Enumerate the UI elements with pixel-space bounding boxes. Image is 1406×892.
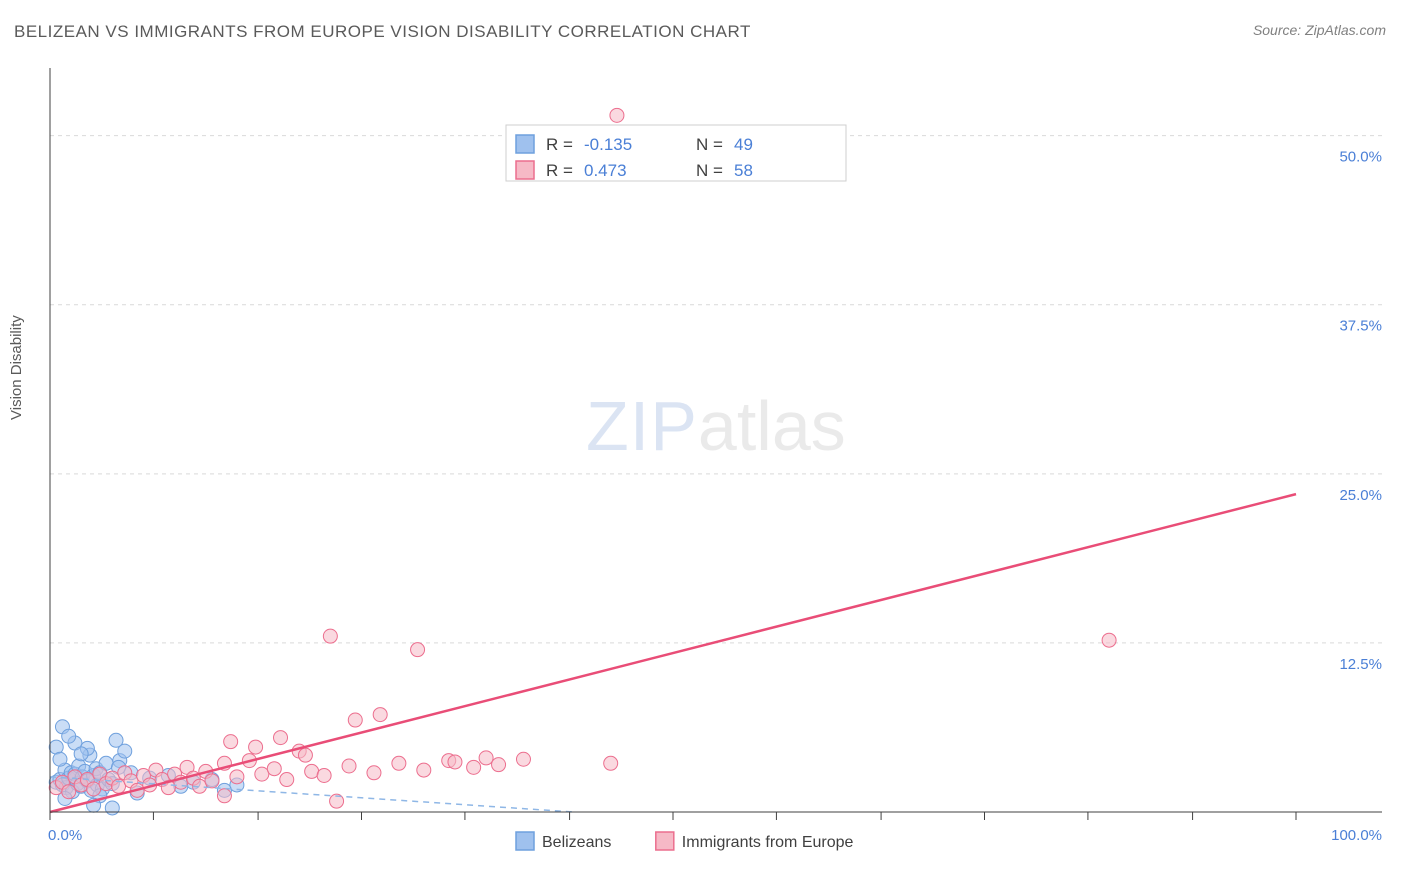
data-point <box>342 759 356 773</box>
legend-r-label: R = <box>546 161 573 180</box>
data-point <box>373 708 387 722</box>
data-point <box>323 629 337 643</box>
data-point <box>1102 633 1116 647</box>
y-tick-label: 37.5% <box>1339 318 1382 335</box>
data-point <box>230 770 244 784</box>
data-point <box>74 747 88 761</box>
data-point <box>87 782 101 796</box>
chart-title: BELIZEAN VS IMMIGRANTS FROM EUROPE VISIO… <box>14 22 751 42</box>
y-tick-label: 50.0% <box>1339 149 1382 166</box>
legend-r-label: R = <box>546 135 573 154</box>
y-tick-label: 12.5% <box>1339 656 1382 673</box>
data-point <box>305 764 319 778</box>
data-point <box>516 752 530 766</box>
data-point <box>367 766 381 780</box>
watermark: ZIPatlas <box>586 387 846 465</box>
trend-line <box>50 494 1296 812</box>
legend-swatch <box>516 832 534 850</box>
data-point <box>249 740 263 754</box>
data-point <box>224 735 238 749</box>
trend-line <box>50 777 573 812</box>
data-point <box>411 643 425 657</box>
x-end-label: 100.0% <box>1331 827 1382 844</box>
legend-swatch <box>516 135 534 153</box>
y-axis-label: Vision Disability <box>8 315 25 420</box>
source-value: ZipAtlas.com <box>1305 22 1386 38</box>
data-point <box>217 789 231 803</box>
legend-n-value: 49 <box>734 135 753 154</box>
data-point <box>604 756 618 770</box>
data-point <box>62 785 76 799</box>
series-name: Immigrants from Europe <box>682 834 854 851</box>
y-tick-label: 25.0% <box>1339 487 1382 504</box>
series-name: Belizeans <box>542 834 611 851</box>
data-point <box>348 713 362 727</box>
data-point <box>274 731 288 745</box>
legend-swatch <box>656 832 674 850</box>
data-point <box>492 758 506 772</box>
data-point <box>105 801 119 815</box>
data-point <box>255 767 269 781</box>
legend-r-value: -0.135 <box>584 135 632 154</box>
data-point <box>417 763 431 777</box>
data-point <box>392 756 406 770</box>
data-point <box>62 729 76 743</box>
data-point <box>448 755 462 769</box>
data-point <box>479 751 493 765</box>
legend-n-label: N = <box>696 161 723 180</box>
data-point <box>205 774 219 788</box>
data-point <box>53 752 67 766</box>
data-point <box>118 744 132 758</box>
source-attribution: Source: ZipAtlas.com <box>1253 22 1386 38</box>
data-point <box>467 760 481 774</box>
data-point <box>280 773 294 787</box>
data-point <box>610 108 624 122</box>
legend-n-value: 58 <box>734 161 753 180</box>
x-origin-label: 0.0% <box>48 827 82 844</box>
legend-swatch <box>516 161 534 179</box>
legend-r-value: 0.473 <box>584 161 627 180</box>
data-point <box>298 748 312 762</box>
chart-area: 12.5%25.0%37.5%50.0%ZIPatlas0.0%100.0%R … <box>46 60 1386 840</box>
source-label: Source: <box>1253 22 1301 38</box>
data-point <box>267 762 281 776</box>
scatter-plot: 12.5% 25.0% 37.5% 50.0% ZIPatlas 0.0% 100.0% R … <box>46 60 1386 860</box>
legend-n-label: N = <box>696 135 723 154</box>
data-point <box>317 768 331 782</box>
